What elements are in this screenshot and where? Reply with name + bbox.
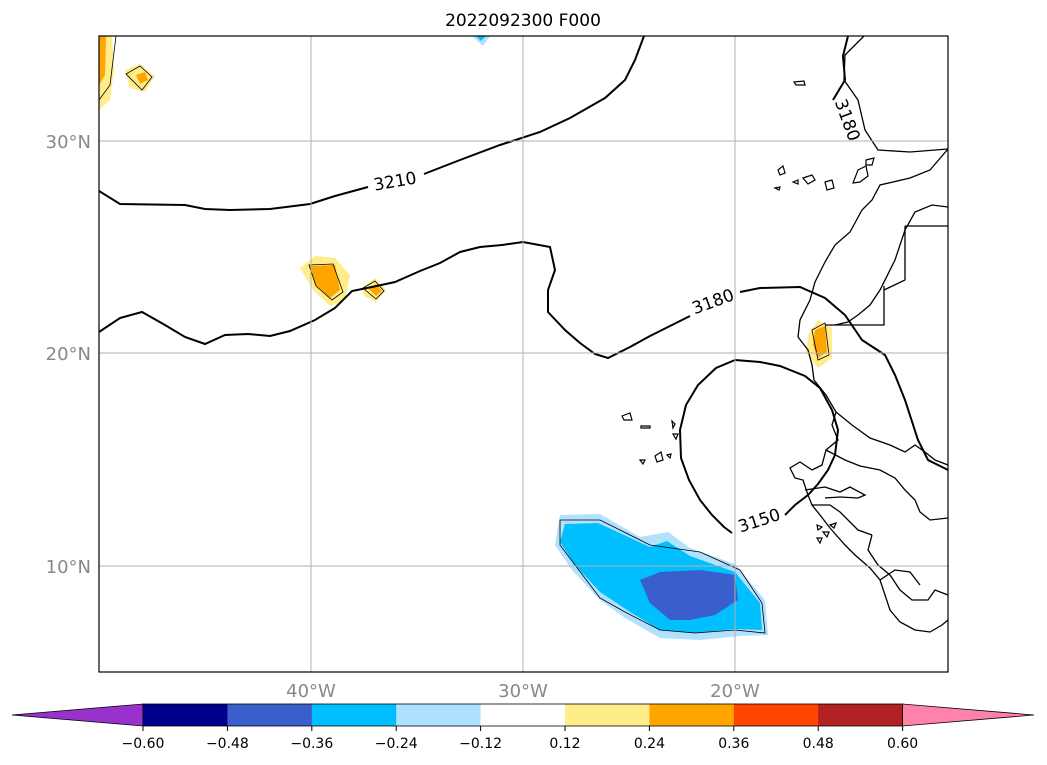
colorbar-segment xyxy=(733,704,819,726)
colorbar-extend-high xyxy=(902,703,1035,727)
colorbar-tick-label: −0.24 xyxy=(375,736,418,752)
colorbar-extend-low xyxy=(11,703,144,727)
lon-tick-label: 40°W xyxy=(286,681,336,702)
graticule xyxy=(99,36,948,672)
island-outline xyxy=(621,80,875,545)
colorbar-tick-label: −0.60 xyxy=(122,736,165,752)
contour-label: 3210 xyxy=(372,168,418,195)
map-frame xyxy=(98,35,949,673)
colorbar-tick-label: 0.24 xyxy=(634,736,665,752)
colorbar-segment xyxy=(143,704,228,726)
positive-anomaly-region xyxy=(99,36,832,368)
colorbar-segment xyxy=(227,704,313,726)
lat-tick-label: 30°N xyxy=(46,132,91,153)
colorbar-segment xyxy=(480,704,566,726)
colorbar: −0.60 −0.48 −0.36 −0.24 −0.12 0.12 0.24 0.36 0.4… xyxy=(11,703,1035,752)
contour-label: 3180 xyxy=(690,286,737,320)
negative-anomaly-region xyxy=(472,36,768,640)
colorbar-frame xyxy=(142,703,903,727)
map-title: 2022092300 F000 xyxy=(445,11,601,31)
colorbar-tick-label: 0.36 xyxy=(718,736,749,752)
colorbar-tick-label: 0.48 xyxy=(803,736,834,752)
colorbar-segment xyxy=(311,704,397,726)
colorbar-segment xyxy=(565,704,650,726)
height-contour xyxy=(99,36,948,534)
colorbar-segment xyxy=(649,704,735,726)
contour-label: 3150 xyxy=(736,505,783,537)
coastline xyxy=(789,36,948,633)
anomaly-outline xyxy=(99,36,830,634)
colorbar-segment xyxy=(818,704,904,726)
colorbar-tick-label: −0.12 xyxy=(459,736,502,752)
colorbar-tick-label: 0.12 xyxy=(549,736,580,752)
lon-tick-label: 30°W xyxy=(498,681,548,702)
colorbar-tick-label: 0.60 xyxy=(887,736,918,752)
colorbar-segment xyxy=(396,704,482,726)
lon-tick-label: 20°W xyxy=(710,681,760,702)
lat-tick-label: 10°N xyxy=(46,557,91,578)
colorbar-tick-label: −0.48 xyxy=(206,736,249,752)
lat-tick-label: 20°N xyxy=(46,344,91,365)
colorbar-tick-label: −0.36 xyxy=(290,736,333,752)
